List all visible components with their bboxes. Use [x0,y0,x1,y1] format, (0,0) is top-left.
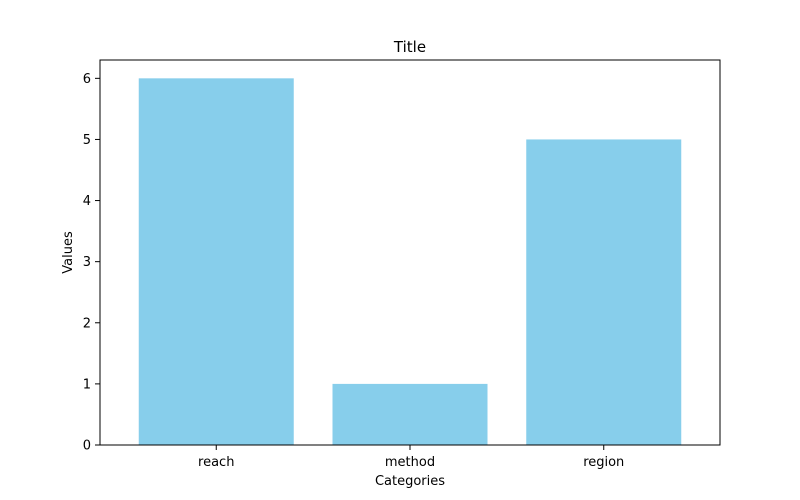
y-tick-label-6: 6 [83,72,91,87]
y-tick-label-3: 3 [83,255,91,270]
y-tick-label-4: 4 [83,194,91,209]
y-tick-label-0: 0 [83,439,91,454]
bars-layer [138,78,682,445]
plot-frame [99,59,721,446]
y-axis: 0 1 2 3 4 5 6 [83,72,100,454]
chart-title: Title [393,38,426,56]
x-tick-label-reach: reach [198,455,234,470]
bar-reach [138,78,294,445]
bar-region [526,139,682,445]
bar-method [332,383,488,445]
x-tick-label-method: method [385,455,435,470]
y-tick-label-5: 5 [83,133,91,148]
y-tick-label-2: 2 [83,316,91,331]
x-axis-label: Categories [375,474,445,489]
y-tick-label-1: 1 [83,377,91,392]
y-axis-label: Values [61,231,76,274]
x-axis: reach method region [198,445,624,470]
x-tick-label-region: region [583,455,624,470]
